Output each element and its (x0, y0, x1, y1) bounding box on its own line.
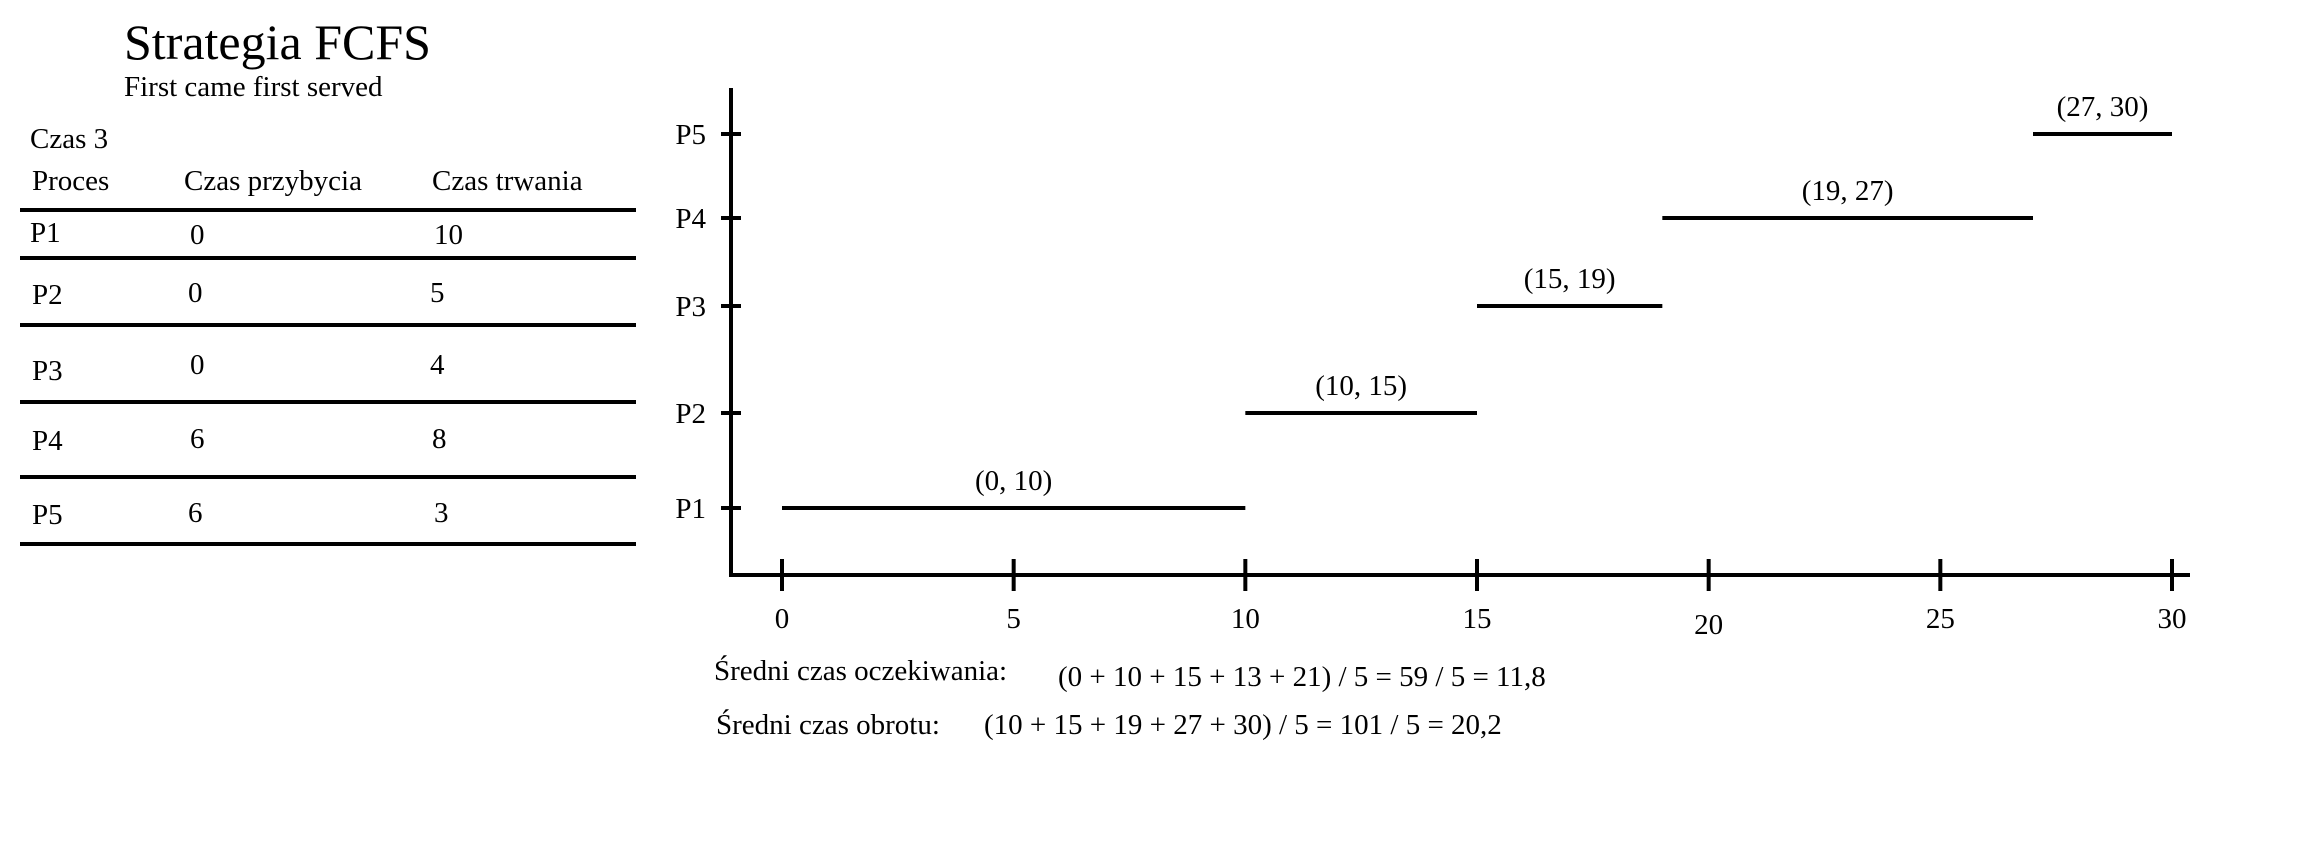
table-divider (20, 400, 636, 404)
page-title: Strategia FCFS (124, 14, 431, 70)
cell-arrival: 6 (190, 423, 205, 455)
avg-wait-label: Średni czas oczekiwania: (714, 655, 1008, 687)
x-tick-label: 30 (2158, 603, 2187, 635)
cell-process: P2 (32, 279, 63, 311)
time-quantum-label: Czas 3 (30, 123, 109, 155)
gantt-bar-label: (10, 15) (1315, 370, 1407, 402)
y-tick-label: P1 (675, 493, 706, 525)
y-tick-label: P3 (675, 291, 706, 323)
avg-wait-value: (0 + 10 + 15 + 13 + 21) / 5 = 59 / 5 = 1… (1058, 661, 1546, 693)
column-header-arrival: Czas przybycia (184, 165, 362, 197)
cell-process: P3 (32, 355, 63, 387)
cell-burst: 3 (434, 497, 449, 529)
table-divider (20, 208, 636, 212)
gantt-bar-label: (0, 10) (975, 465, 1052, 497)
cell-arrival: 6 (188, 497, 203, 529)
x-tick-label: 15 (1463, 603, 1492, 635)
gantt-bar-label: (15, 19) (1524, 263, 1616, 295)
cell-arrival: 0 (188, 277, 203, 309)
table-divider (20, 542, 636, 546)
cell-burst: 4 (430, 349, 445, 381)
x-tick-label: 25 (1926, 603, 1955, 635)
cell-burst: 10 (434, 219, 463, 251)
y-tick-label: P2 (675, 398, 706, 430)
table-divider (20, 475, 636, 479)
cell-burst: 5 (430, 277, 445, 309)
y-tick-label: P4 (675, 203, 706, 235)
gantt-bar-label: (19, 27) (1802, 175, 1894, 207)
avg-turnaround-label: Średni czas obrotu: (716, 709, 940, 741)
table-divider (20, 323, 636, 327)
cell-arrival: 0 (190, 219, 205, 251)
cell-burst: 8 (432, 423, 447, 455)
x-tick-label: 20 (1694, 609, 1723, 641)
x-tick-label: 0 (775, 603, 790, 635)
x-tick-label: 10 (1231, 603, 1260, 635)
avg-turnaround-value: (10 + 15 + 19 + 27 + 30) / 5 = 101 / 5 =… (984, 709, 1502, 741)
y-tick-label: P5 (675, 119, 706, 151)
cell-process: P4 (32, 425, 63, 457)
column-header-process: Proces (32, 165, 110, 197)
x-tick-label: 5 (1006, 603, 1021, 635)
table-divider (20, 256, 636, 260)
column-header-burst: Czas trwania (432, 165, 583, 197)
cell-process: P5 (32, 499, 63, 531)
cell-process: P1 (30, 217, 61, 249)
gantt-bar-label: (27, 30) (2057, 91, 2149, 123)
page-subtitle: First came first served (124, 71, 383, 103)
cell-arrival: 0 (190, 349, 205, 381)
